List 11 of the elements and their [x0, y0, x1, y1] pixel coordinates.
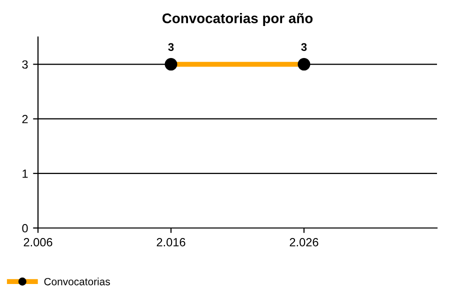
data-label: 3 [301, 43, 307, 51]
y-tick-label: 2 [22, 114, 28, 124]
x-tick-label: 2.026 [290, 238, 318, 246]
y-tick-label: 0 [22, 224, 28, 232]
legend-label: Convocatorias [44, 278, 110, 286]
chart-title: Convocatorias por año [162, 13, 313, 26]
x-tick-label: 2.016 [156, 238, 186, 246]
y-tick-label: 3 [22, 60, 28, 69]
data-label: 3 [168, 43, 174, 51]
x-tick-label: 2.006 [24, 238, 52, 246]
y-tick-label: 1 [22, 170, 28, 178]
